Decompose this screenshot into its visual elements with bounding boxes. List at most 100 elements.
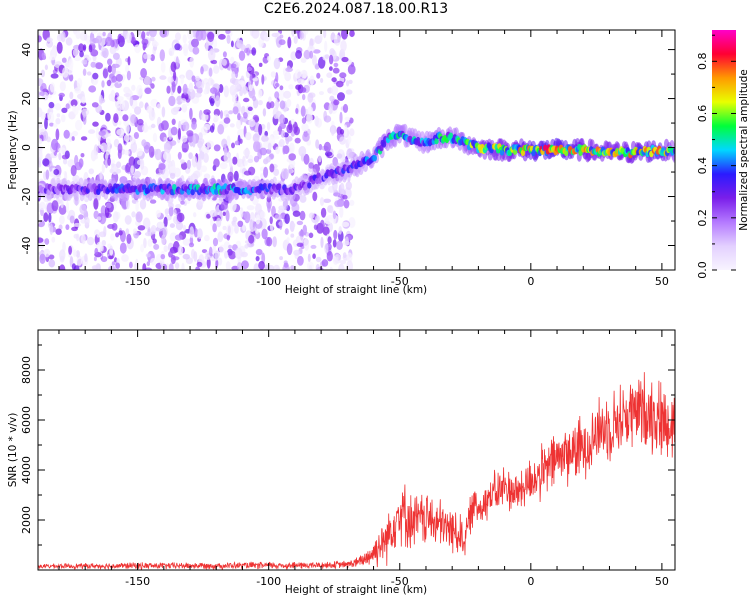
noise-speckle: [73, 265, 80, 270]
noise-speckle: [149, 36, 155, 42]
noise-speckle: [144, 267, 153, 270]
noise-speckle: [324, 54, 330, 59]
noise-speckle: [86, 71, 92, 76]
noise-speckle: [109, 46, 117, 55]
noise-speckle: [228, 250, 237, 260]
noise-speckle: [196, 159, 202, 171]
noise-speckle: [61, 107, 68, 114]
noise-speckle: [243, 112, 248, 119]
noise-speckle: [284, 228, 289, 235]
noise-speckle: [58, 204, 67, 215]
snr-x-tick-label: -100: [256, 575, 281, 588]
noise-speckle: [146, 105, 153, 114]
noise-speckle: [345, 181, 352, 191]
noise-speckle: [141, 31, 146, 40]
noise-speckle: [38, 35, 42, 43]
noise-speckle: [40, 69, 46, 78]
noise-speckle: [112, 211, 119, 223]
noise-speckle: [94, 78, 99, 84]
noise-speckle: [187, 30, 194, 40]
noise-speckle: [301, 30, 307, 41]
noise-speckle: [114, 81, 122, 89]
noise-speckle: [237, 220, 244, 227]
noise-speckle: [231, 220, 237, 227]
noise-speckle: [99, 98, 106, 104]
noise-speckle: [220, 110, 223, 119]
noise-speckle: [50, 73, 59, 79]
noise-speckle: [279, 256, 283, 261]
ridge-cell: [434, 137, 439, 145]
noise-speckle: [54, 174, 61, 179]
ridge-cell: [672, 147, 675, 155]
noise-speckle: [347, 64, 356, 75]
noise-speckle: [319, 197, 325, 206]
noise-speckle: [261, 135, 269, 143]
noise-speckle: [168, 47, 175, 57]
noise-speckle: [319, 34, 323, 42]
noise-speckle: [72, 104, 76, 113]
noise-speckle: [234, 140, 240, 146]
noise-speckle: [118, 120, 122, 126]
noise-speckle: [217, 124, 225, 135]
noise-speckle: [210, 79, 215, 86]
noise-speckle: [258, 260, 265, 270]
noise-speckle: [288, 153, 297, 161]
noise-speckle: [174, 43, 181, 51]
noise-speckle: [344, 116, 351, 121]
noise-speckle: [63, 129, 70, 139]
noise-speckle: [251, 30, 260, 39]
noise-speckle: [163, 245, 168, 253]
noise-speckle: [274, 214, 283, 220]
noise-speckle: [279, 219, 283, 230]
colorbar-tick-label: 0.0: [696, 261, 709, 279]
noise-speckle: [103, 226, 107, 238]
noise-speckle: [273, 168, 280, 176]
noise-speckle: [294, 137, 301, 144]
noise-speckle: [51, 200, 59, 212]
noise-speckle: [107, 65, 113, 73]
noise-speckle: [180, 76, 184, 85]
noise-speckle: [189, 107, 193, 120]
noise-speckle: [116, 105, 122, 116]
noise-speckle: [159, 49, 165, 62]
noise-speckle: [147, 238, 153, 247]
noise-speckle: [161, 234, 166, 245]
noise-speckle: [191, 155, 198, 168]
noise-speckle: [226, 34, 231, 44]
noise-speckle: [181, 262, 185, 270]
noise-speckle: [308, 232, 314, 239]
colorbar-ticks: 0.0 0.2 0.4 0.6 0.8: [696, 34, 736, 279]
noise-speckle: [144, 87, 152, 95]
noise-speckle: [182, 253, 190, 260]
snr-x-tick-label: -50: [391, 575, 409, 588]
noise-speckle: [278, 39, 286, 46]
noise-speckle: [283, 168, 289, 180]
noise-speckle: [102, 68, 108, 79]
noise-speckle: [230, 63, 237, 68]
noise-speckle: [283, 90, 292, 99]
noise-speckle: [193, 228, 199, 238]
noise-speckle: [292, 210, 301, 217]
spectrogram-x-tick-label: 0: [527, 275, 534, 288]
noise-speckle: [253, 263, 260, 270]
noise-speckle: [320, 236, 324, 249]
noise-speckle: [315, 139, 320, 149]
noise-speckle: [338, 263, 345, 270]
noise-speckle: [88, 44, 93, 53]
noise-speckle: [308, 162, 314, 169]
noise-speckle: [262, 141, 270, 149]
ridge-cell: [381, 141, 387, 148]
noise-speckle: [159, 75, 167, 80]
noise-speckle: [55, 228, 62, 235]
snr-y-tick-label: 6000: [20, 406, 33, 434]
noise-speckle: [169, 166, 177, 174]
snr-ticks: -150 -100 -50 0 50 2000 4000 6000 8000: [20, 330, 675, 588]
noise-speckle: [327, 236, 332, 244]
noise-speckle: [58, 224, 63, 230]
noise-speckle: [231, 71, 236, 80]
noise-speckle: [189, 226, 195, 239]
noise-speckle: [329, 48, 335, 56]
noise-speckle: [346, 80, 350, 87]
noise-speckle: [203, 153, 209, 163]
noise-speckle: [135, 211, 143, 223]
